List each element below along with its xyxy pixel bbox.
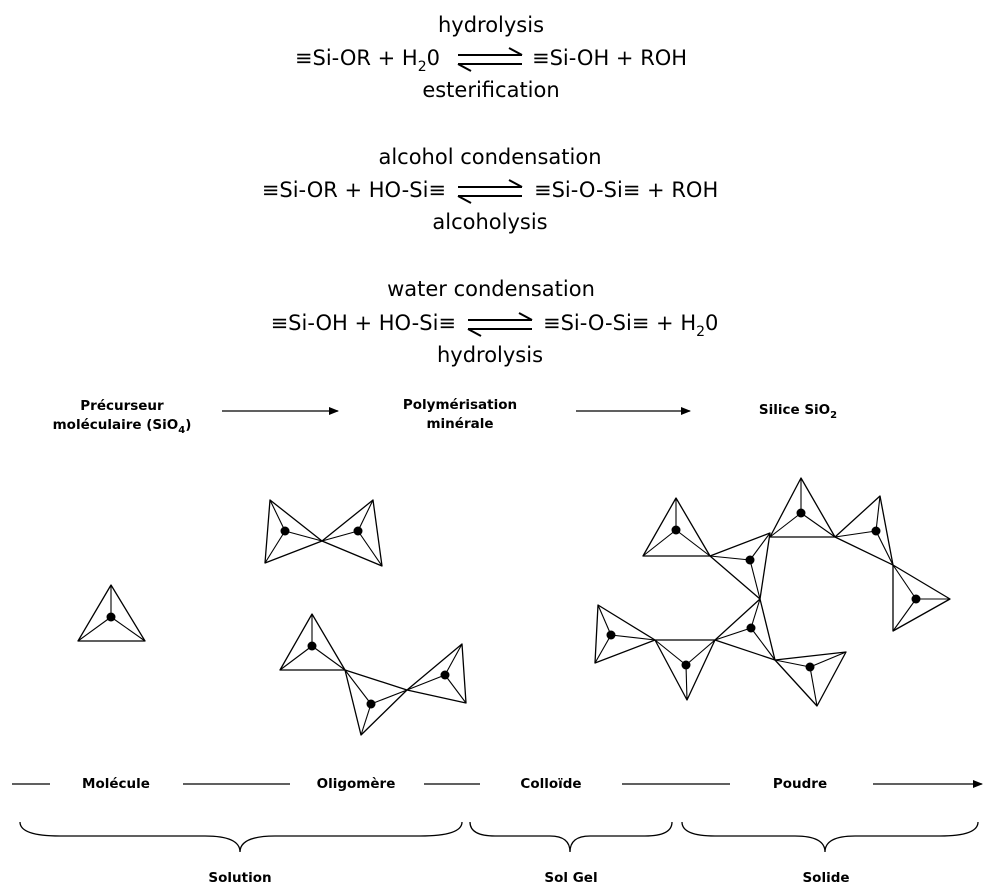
silicon-atom-icon (440, 670, 450, 680)
stage-precursor-line2: moléculaire (SiO4) (53, 417, 192, 436)
sio4-tetrahedron-icon (406, 643, 467, 704)
size-scale-axis: Molécule Oligomère Colloïde Poudre (12, 776, 983, 792)
silicon-atom-icon (280, 526, 290, 536)
sio4-tetrahedron-icon (321, 499, 383, 567)
sio4-tetrahedron-icon (709, 532, 771, 600)
brace-sol-gel-icon (469, 821, 673, 853)
oligomer-chain-structure (279, 613, 467, 736)
sio4-tetrahedron-icon (774, 651, 847, 707)
stage-precursor-line1: Précurseur (80, 398, 164, 414)
state-label-solution: Solution (208, 870, 271, 886)
equilibrium-arrow-icon (457, 179, 523, 204)
reaction-2-reverse-label: alcoholysis (432, 210, 547, 234)
sio4-tetrahedron-icon (642, 497, 711, 557)
stage-polymerisation-line2: minérale (426, 416, 493, 432)
sio4-tetrahedron-icon (892, 564, 951, 632)
scale-label-oligomer: Oligomère (317, 776, 396, 792)
silica-network-structure (594, 477, 951, 707)
sio4-tetrahedron-icon (834, 495, 894, 566)
silicon-atom-icon (805, 662, 815, 672)
stage-precursor: Précurseur moléculaire (SiO4) (53, 398, 192, 436)
sio4-tetrahedron-icon (654, 639, 716, 701)
silicon-atom-icon (106, 612, 116, 622)
reaction-2-products: ≡Si-O-Si≡ + ROH (534, 178, 718, 202)
reaction-1-reactants: ≡Si-OR + H20 (295, 46, 440, 75)
silicon-atom-icon (606, 630, 616, 640)
equilibrium-arrow-icon (467, 312, 533, 337)
state-label-solid: Solide (802, 870, 849, 886)
silicon-atom-icon (671, 525, 681, 535)
silicon-atom-icon (353, 526, 363, 536)
brace-solution-icon (19, 821, 463, 853)
sio4-tetrahedron-icon (714, 598, 776, 661)
silicon-atom-icon (745, 555, 755, 565)
silicon-atom-icon (307, 641, 317, 651)
stage-silica: Silice SiO2 (759, 402, 837, 421)
silicon-atom-icon (871, 526, 881, 536)
sio4-tetrahedron-icon (77, 584, 146, 642)
reaction-hydrolysis-esterification: hydrolysis ≡Si-OR + H20 ≡Si-OH + ROH est… (295, 13, 687, 102)
silicon-atom-icon (911, 594, 921, 604)
stage-polymerisation: Polymérisation minérale (403, 397, 517, 432)
reaction-3-products: ≡Si-O-Si≡ + H20 (543, 311, 718, 340)
reaction-alcohol-condensation: alcohol condensation ≡Si-OR + HO-Si≡ ≡Si… (262, 145, 718, 234)
equilibrium-arrow-icon (457, 47, 523, 72)
molecule-structure (77, 584, 146, 642)
scale-label-colloid: Colloïde (520, 776, 581, 792)
brace-solid-icon (681, 821, 979, 853)
scale-label-powder: Poudre (773, 776, 827, 792)
sio4-tetrahedron-icon (264, 499, 323, 564)
sio4-tetrahedron-icon (594, 604, 656, 664)
reaction-3-reverse-label: hydrolysis (437, 343, 543, 367)
reaction-1-reverse-label: esterification (422, 78, 559, 102)
reaction-2-forward-label: alcohol condensation (378, 145, 601, 169)
sio4-tetrahedron-icon (344, 669, 408, 736)
reaction-3-forward-label: water condensation (387, 277, 595, 301)
reaction-water-condensation: water condensation ≡Si-OH + HO-Si≡ ≡Si-O… (271, 277, 719, 367)
silicon-atom-icon (681, 660, 691, 670)
sio4-tetrahedron-icon (769, 477, 836, 538)
oligomer-dimer-structure (264, 499, 383, 567)
reaction-3-reactants: ≡Si-OH + HO-Si≡ (271, 311, 456, 335)
silicon-atom-icon (796, 508, 806, 518)
reaction-1-forward-label: hydrolysis (438, 13, 544, 37)
stage-polymerisation-line1: Polymérisation (403, 397, 517, 413)
reaction-2-reactants: ≡Si-OR + HO-Si≡ (262, 178, 446, 202)
silicon-atom-icon (746, 623, 756, 633)
scale-label-molecule: Molécule (82, 776, 150, 792)
reaction-1-products: ≡Si-OH + ROH (532, 46, 687, 70)
state-label-sol-gel: Sol Gel (544, 870, 597, 886)
sio4-tetrahedron-icon (279, 613, 346, 671)
silicon-atom-icon (366, 699, 376, 709)
